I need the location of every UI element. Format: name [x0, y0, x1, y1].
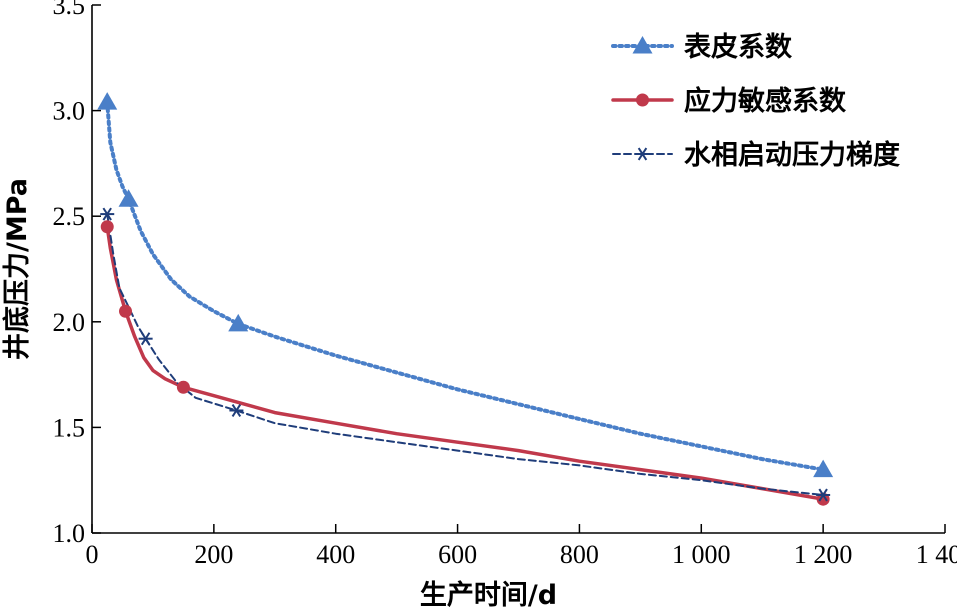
x-tick-label: 0: [86, 540, 99, 569]
plot-markers: [97, 92, 834, 506]
x-tick-label: 1 400: [916, 540, 957, 569]
legend-swatch-marker: [636, 93, 649, 107]
legend-label: 水相启动压力梯度: [684, 139, 900, 171]
y-tick-label: 1.0: [53, 519, 86, 548]
x-tick-label: 1 000: [672, 540, 731, 569]
y-tick-label: 3.0: [53, 97, 86, 126]
asterisk-stroke: [102, 207, 112, 221]
x-tick-label: 600: [438, 540, 477, 569]
y-axis-label: 井底压力/MPa: [1, 178, 33, 360]
axes: [91, 5, 945, 534]
y-ticks: 1.0 1.5 2.0 2.5 3.0 3.5: [53, 0, 101, 548]
data-point-series-2: [176, 380, 190, 394]
asterisk-stroke: [140, 332, 151, 346]
asterisk-stroke: [818, 488, 828, 502]
data-point-series-1: [228, 313, 249, 332]
x-axis-label: 生产时间/d: [420, 580, 557, 611]
legend-label: 表皮系数: [684, 32, 793, 63]
x-tick-label: 200: [194, 540, 233, 569]
legend-label: 应力敏感系数: [684, 85, 847, 117]
legend-swatch-marker: [635, 147, 650, 161]
asterisk-stroke: [637, 147, 648, 161]
data-point-series-2: [100, 220, 114, 234]
x-tick-label: 400: [316, 540, 355, 569]
y-tick-label: 3.5: [53, 0, 86, 20]
data-point-series-1: [813, 459, 834, 478]
series-line-3: [106, 213, 825, 496]
data-point-series-3: [816, 488, 831, 502]
legend-item-1: 表皮系数: [611, 32, 793, 63]
data-point-series-1: [118, 189, 139, 207]
x-tick-label: 1 200: [794, 540, 853, 569]
data-point-series-3: [100, 207, 115, 221]
legend-item-3: 水相启动压力梯度: [612, 139, 900, 171]
data-point-series-3: [229, 404, 244, 417]
x-tick-label: 800: [560, 540, 599, 569]
data-point-series-3: [138, 332, 153, 346]
series-line-2: [105, 225, 825, 501]
x-ticks: 0 200 400 600 800 1 000 1 200 1 400: [86, 524, 957, 569]
legend-item-2: 应力敏感系数: [611, 85, 847, 117]
y-tick-label: 2.5: [53, 202, 86, 231]
y-tick-label: 2.0: [53, 308, 86, 337]
asterisk-stroke: [231, 404, 242, 417]
legend-swatch-marker: [632, 36, 653, 54]
y-tick-label: 1.5: [53, 413, 86, 442]
data-point-series-2: [119, 304, 133, 318]
data-point-series-1: [97, 92, 118, 110]
